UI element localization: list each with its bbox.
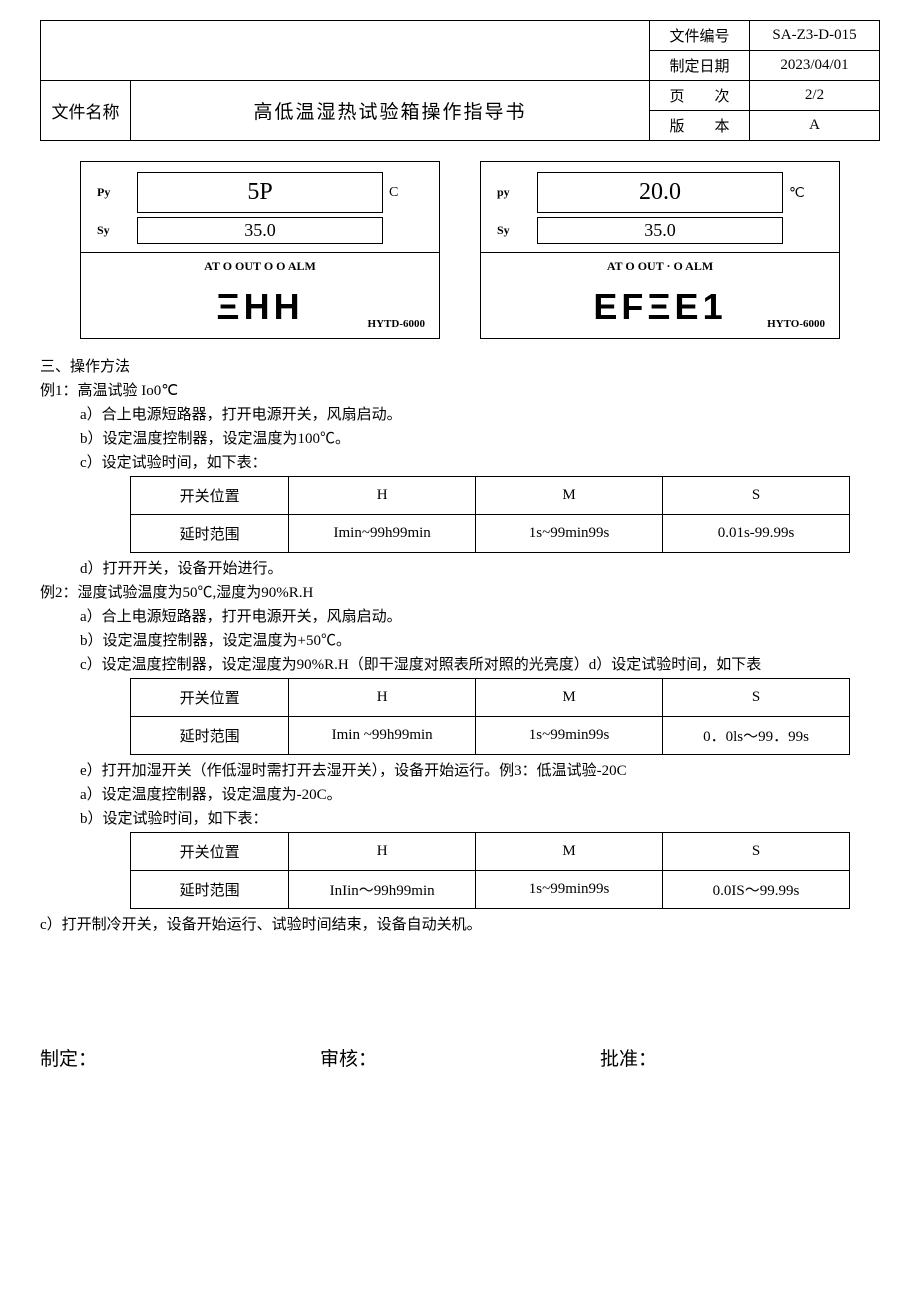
sign-review: 审核： — [320, 1044, 600, 1071]
model-label: HYTD-6000 — [368, 318, 425, 330]
table-cell: 0．0ls～99．99s — [663, 717, 850, 755]
delay-table-3: 开关位置 H M S 延时范围 InIin～99h99min 1s~99min9… — [130, 832, 850, 909]
ex3-step-c: c）打开制冷开关，设备开始运行、试验时间结束，设备自动关机。 — [40, 913, 880, 934]
indicator-row: AT O OUT · O ALM — [481, 253, 839, 280]
header-table: 文件编号 SA-Z3-D-015 制定日期 2023/04/01 文件名称 高低… — [40, 20, 880, 141]
row-label: 延时范围 — [131, 871, 289, 909]
meta-label-3: 版 本 — [650, 111, 750, 141]
table-header: H — [289, 833, 476, 871]
row-label: 延时范围 — [131, 717, 289, 755]
doc-name-label: 文件名称 — [41, 81, 131, 141]
delay-table-2: 开关位置 H M S 延时范围 Imin ~99h99min 1s~99min9… — [130, 678, 850, 755]
py-label: py — [497, 185, 537, 200]
sign-approve: 批准： — [600, 1044, 880, 1071]
meta-label-2: 页 次 — [650, 81, 750, 111]
table-cell: InIin～99h99min — [289, 871, 476, 909]
doc-title: 高低温湿热试验箱操作指导书 — [131, 81, 650, 141]
delay-table-1: 开关位置 H M S 延时范围 Imin~99h99min 1s~99min99… — [130, 476, 850, 553]
signature-row: 制定： 审核： 批准： — [40, 1044, 880, 1071]
controller-panel-left: Py 5P C Sy 35.0 AT O OUT O O ALM ΞHH HYT… — [80, 161, 440, 339]
ex3-step-a: a）设定温度控制器，设定温度为-20C。 — [40, 783, 880, 804]
table-cell: 1s~99min99s — [476, 515, 663, 553]
indicator-row: AT O OUT O O ALM — [81, 253, 439, 280]
table-header: M — [476, 679, 663, 717]
py-value: 5P — [137, 172, 383, 213]
ex2-step-e: e）打开加湿开关（作低湿时需打开去湿开关），设备开始运行。例3：低温试验-20C — [40, 759, 880, 780]
meta-value-0: SA-Z3-D-015 — [750, 21, 880, 51]
model-label: HYTO-6000 — [767, 318, 825, 330]
table-cell: Imin ~99h99min — [289, 717, 476, 755]
example-1-title: 例1：高温试验 Io0℃ — [40, 379, 880, 400]
table-header: 开关位置 — [131, 477, 289, 515]
meta-value-1: 2023/04/01 — [750, 51, 880, 81]
temp-unit: C — [383, 185, 423, 201]
table-header: H — [289, 679, 476, 717]
segment-display: EFΞE1 — [593, 286, 726, 328]
table-header: M — [476, 833, 663, 871]
section-3-title: 三、操作方法 — [40, 355, 880, 376]
table-cell: Imin~99h99min — [289, 515, 476, 553]
meta-label-1: 制定日期 — [650, 51, 750, 81]
table-cell: 0.0IS～99.99s — [663, 871, 850, 909]
ex1-step-b: b）设定温度控制器，设定温度为100℃。 — [40, 427, 880, 448]
table-header: S — [663, 833, 850, 871]
py-value: 20.0 — [537, 172, 783, 213]
meta-value-2: 2/2 — [750, 81, 880, 111]
sy-label: Sy — [97, 223, 137, 238]
ex2-step-b: b）设定温度控制器，设定温度为+50℃。 — [40, 629, 880, 650]
table-header: H — [289, 477, 476, 515]
table-header: 开关位置 — [131, 833, 289, 871]
temp-unit: ℃ — [783, 184, 823, 201]
ex1-step-d: d）打开开关，设备开始进行。 — [40, 557, 880, 578]
example-2-title: 例2：湿度试验温度为50℃,湿度为90%R.H — [40, 581, 880, 602]
ex2-step-c: c）设定温度控制器，设定湿度为90%R.H（即干湿度对照表所对照的光亮度）d）设… — [40, 653, 880, 674]
table-cell: 0.01s-99.99s — [663, 515, 850, 553]
row-label: 延时范围 — [131, 515, 289, 553]
table-cell: 1s~99min99s — [476, 871, 663, 909]
ex1-step-a: a）合上电源短路器，打开电源开关，风扇启动。 — [40, 403, 880, 424]
ex2-step-a: a）合上电源短路器，打开电源开关，风扇启动。 — [40, 605, 880, 626]
sign-make: 制定： — [40, 1044, 320, 1071]
meta-value-3: A — [750, 111, 880, 141]
table-header: 开关位置 — [131, 679, 289, 717]
table-header: S — [663, 679, 850, 717]
segment-display: ΞHH — [216, 286, 303, 328]
table-header: M — [476, 477, 663, 515]
table-header: S — [663, 477, 850, 515]
table-cell: 1s~99min99s — [476, 717, 663, 755]
ex3-step-b: b）设定试验时间，如下表： — [40, 807, 880, 828]
sy-value: 35.0 — [137, 217, 383, 244]
sy-label: Sy — [497, 223, 537, 238]
py-label: Py — [97, 185, 137, 200]
controller-panel-right: py 20.0 ℃ Sy 35.0 AT O OUT · O ALM EFΞE1… — [480, 161, 840, 339]
meta-label-0: 文件编号 — [650, 21, 750, 51]
sy-value: 35.0 — [537, 217, 783, 244]
body-text: 三、操作方法 例1：高温试验 Io0℃ a）合上电源短路器，打开电源开关，风扇启… — [40, 355, 880, 934]
ex1-step-c: c）设定试验时间，如下表： — [40, 451, 880, 472]
